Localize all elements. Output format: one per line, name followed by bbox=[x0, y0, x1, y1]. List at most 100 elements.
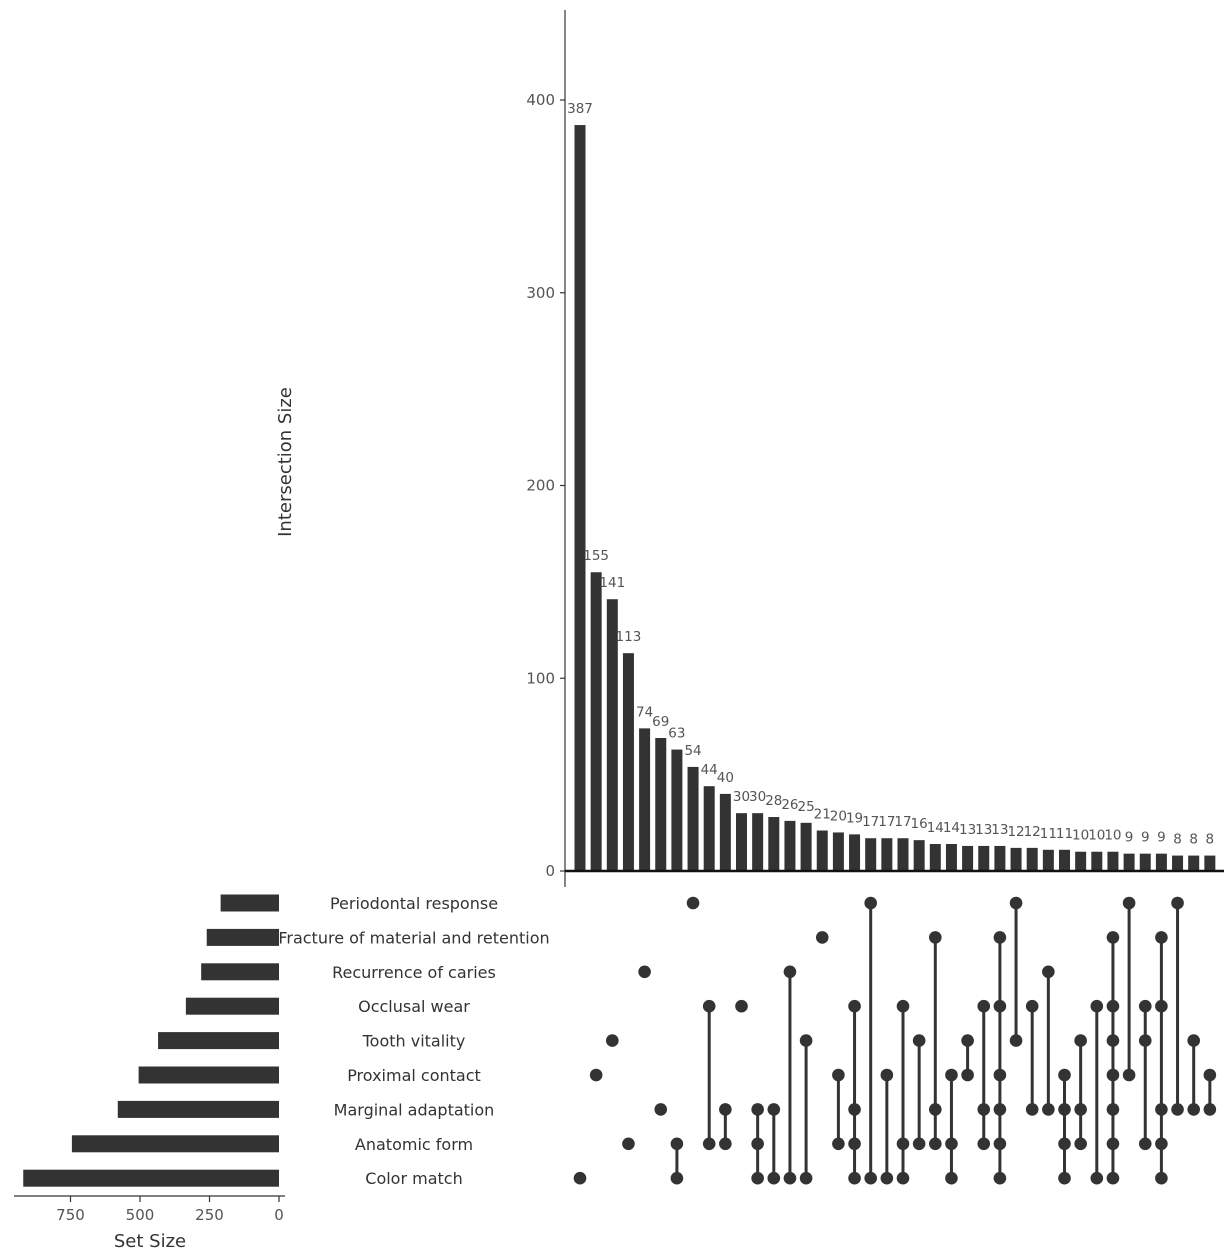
intersection-bar bbox=[606, 599, 618, 871]
intersection-bar bbox=[832, 832, 844, 871]
matrix-dot bbox=[1025, 999, 1039, 1013]
intersection-bar bbox=[752, 813, 764, 871]
intersection-bar bbox=[865, 838, 877, 871]
matrix-dot bbox=[945, 1137, 958, 1151]
intersection-bar-label: 17 bbox=[894, 814, 911, 830]
matrix-dot bbox=[896, 1171, 910, 1185]
intersection-bar bbox=[671, 749, 683, 871]
matrix-dot bbox=[832, 1137, 845, 1151]
matrix-dot bbox=[1138, 1034, 1152, 1047]
matrix-dot bbox=[1090, 1171, 1104, 1185]
matrix-dot bbox=[670, 1137, 684, 1151]
set-label: Marginal adaptation bbox=[334, 1100, 495, 1119]
matrix-dot bbox=[929, 1137, 942, 1151]
matrix-dot bbox=[993, 931, 1007, 944]
intersection-bar bbox=[1204, 855, 1216, 871]
intersection-bar bbox=[800, 822, 812, 871]
intersection-bar-label: 387 bbox=[567, 101, 593, 117]
set-label: Tooth vitality bbox=[362, 1032, 466, 1051]
intersection-bar-label: 9 bbox=[1125, 830, 1134, 846]
matrix-dot bbox=[1155, 1103, 1168, 1116]
intersection-bar bbox=[978, 845, 990, 871]
intersection-bar-label: 25 bbox=[798, 799, 815, 815]
intersection-bar-label: 113 bbox=[616, 629, 642, 645]
intersection-bar-label: 11 bbox=[1040, 826, 1057, 842]
intersection-bar-label: 9 bbox=[1141, 830, 1150, 846]
intersection-bar-label: 13 bbox=[991, 822, 1008, 838]
matrix-dot bbox=[606, 1034, 619, 1047]
matrix-dot bbox=[1025, 1103, 1039, 1116]
intersection-bar-label: 28 bbox=[765, 793, 782, 809]
matrix-dot bbox=[1106, 1103, 1120, 1116]
matrix-dot bbox=[751, 1171, 764, 1185]
intersection-bar-label: 8 bbox=[1206, 832, 1215, 848]
intersection-bar-label: 12 bbox=[1007, 824, 1024, 840]
intersection-bar-label: 13 bbox=[959, 822, 976, 838]
matrix-dot bbox=[1074, 1034, 1087, 1047]
matrix-dot bbox=[1203, 1068, 1217, 1082]
intersection-bar-label: 155 bbox=[583, 548, 609, 564]
matrix-dot bbox=[1009, 896, 1023, 910]
intersection-bar bbox=[1172, 855, 1184, 871]
matrix-dot bbox=[1074, 1137, 1087, 1151]
matrix-dot bbox=[1203, 1103, 1217, 1116]
intersection-bar-label: 44 bbox=[701, 762, 718, 778]
intersection-bars bbox=[574, 125, 1216, 872]
intersection-bar bbox=[1059, 849, 1070, 871]
matrix-dot bbox=[1122, 896, 1136, 910]
matrix-dot bbox=[1171, 896, 1184, 910]
intersection-bar-label: 10 bbox=[1104, 828, 1121, 844]
matrix-dot bbox=[1106, 1068, 1120, 1082]
y-axis-title: Intersection Size bbox=[275, 387, 296, 537]
y-tick-label: 0 bbox=[545, 862, 555, 880]
matrix-dot bbox=[1042, 1103, 1055, 1116]
matrix-dot bbox=[945, 1171, 958, 1185]
matrix-dot bbox=[896, 1137, 910, 1151]
intersection-bar-label: 40 bbox=[717, 770, 734, 786]
matrix-dot bbox=[961, 1068, 974, 1082]
matrix-dot bbox=[1155, 999, 1168, 1013]
intersection-bar bbox=[622, 653, 634, 871]
intersection-bar-label: 54 bbox=[684, 743, 701, 759]
set-size-axis-title: Set Size bbox=[114, 1231, 186, 1252]
intersection-bar-label: 8 bbox=[1189, 832, 1198, 848]
matrix-dot bbox=[1090, 999, 1104, 1013]
matrix-dot bbox=[670, 1171, 684, 1185]
matrix-dot bbox=[977, 1103, 991, 1116]
matrix-dot bbox=[1042, 965, 1055, 979]
matrix-dot bbox=[702, 1137, 716, 1151]
intersection-bar-label: 26 bbox=[781, 797, 798, 813]
matrix-dot bbox=[589, 1068, 603, 1082]
intersection-matrix bbox=[573, 896, 1217, 1185]
intersection-bar bbox=[849, 834, 861, 871]
set-label: Anatomic form bbox=[355, 1135, 473, 1154]
matrix-dot bbox=[719, 1137, 732, 1151]
matrix-dot bbox=[702, 999, 716, 1013]
intersection-bar bbox=[703, 786, 715, 871]
matrix-dot bbox=[1187, 1103, 1200, 1116]
matrix-dot bbox=[1058, 1068, 1071, 1082]
matrix-dot bbox=[896, 999, 910, 1013]
matrix-dot bbox=[993, 1171, 1007, 1185]
matrix-dot bbox=[848, 999, 861, 1013]
matrix-dot bbox=[686, 896, 700, 910]
matrix-dot bbox=[767, 1171, 781, 1185]
intersection-bar-label: 14 bbox=[927, 820, 944, 836]
matrix-dot bbox=[1074, 1103, 1087, 1116]
set-size-bars bbox=[23, 894, 279, 1187]
matrix-dot bbox=[912, 1034, 926, 1047]
set-size-bar bbox=[23, 1169, 279, 1187]
set-size-tick-label: 500 bbox=[126, 1206, 155, 1224]
y-tick-label: 100 bbox=[526, 669, 555, 687]
intersection-bar bbox=[881, 838, 893, 871]
intersection-bar-label: 13 bbox=[975, 822, 992, 838]
matrix-dot bbox=[719, 1103, 732, 1116]
matrix-dot bbox=[961, 1034, 974, 1047]
intersection-bar-label: 10 bbox=[1088, 828, 1105, 844]
intersection-bar-label: 21 bbox=[814, 807, 831, 823]
intersection-bar bbox=[590, 572, 602, 871]
intersection-bar bbox=[994, 845, 1006, 871]
intersection-bar-label: 10 bbox=[1072, 828, 1089, 844]
intersection-bar bbox=[574, 125, 586, 872]
